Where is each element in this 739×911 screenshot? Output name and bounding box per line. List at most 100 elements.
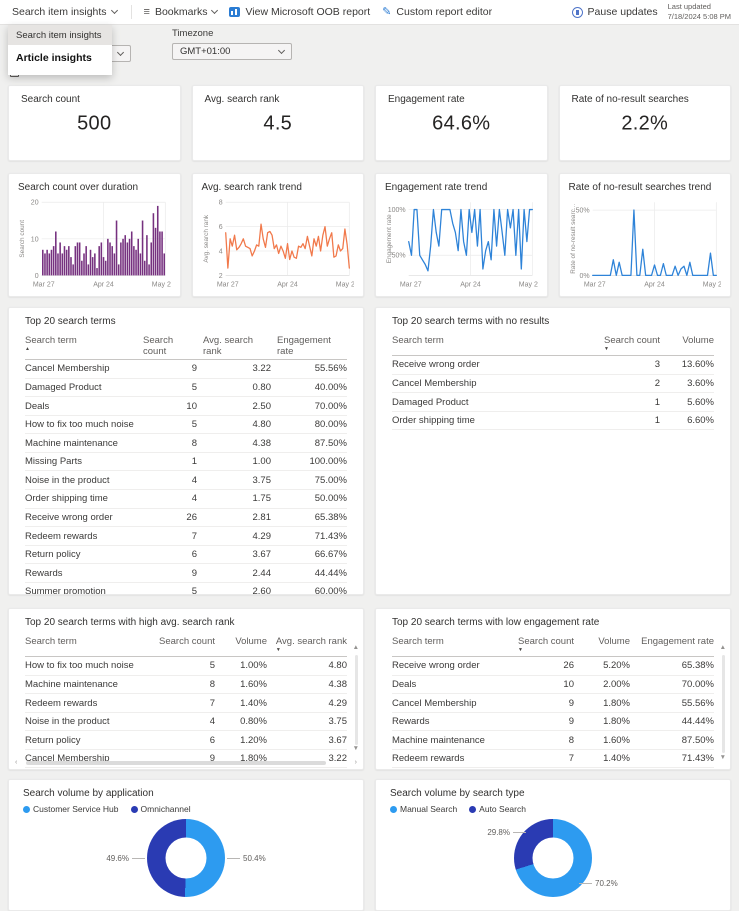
table-title: Top 20 search terms	[25, 316, 116, 327]
table-row[interactable]: How to fix too much noise 5 1.00% 4.80	[25, 656, 347, 676]
cell: 55.56%	[630, 693, 714, 713]
scroll-up-icon[interactable]: ▲	[352, 644, 359, 651]
scroll-up-icon[interactable]: ▲	[719, 644, 726, 651]
chart-legend: Customer Service Hub Omnichannel	[23, 804, 349, 814]
column-header[interactable]: Search count ▼	[584, 332, 660, 356]
column-header[interactable]: Search count	[151, 633, 215, 657]
table-row[interactable]: Return policy 6 1.20% 3.67	[25, 730, 347, 750]
scrollbar-thumb[interactable]	[26, 760, 326, 765]
cell: Receive wrong order	[25, 508, 137, 528]
table-row[interactable]: How to fix too much noise 5 4.80 80.00%	[25, 415, 347, 435]
cell: 1.20%	[215, 730, 267, 750]
sort-asc-icon: ▲	[25, 346, 30, 352]
table-row[interactable]: Noise in the product 4 0.80% 3.75	[25, 712, 347, 732]
scroll-right-icon[interactable]: ›	[354, 759, 357, 766]
legend-dot	[469, 805, 477, 813]
column-header[interactable]: Engagement rate	[271, 332, 347, 360]
table-row[interactable]: Cancel Membership 2 3.60%	[392, 374, 714, 394]
cell: 55.56%	[271, 359, 347, 379]
column-header[interactable]: Search count ▼	[506, 633, 574, 657]
report-selector[interactable]: Search item insights	[12, 6, 118, 18]
menu-item-search-item-insights[interactable]: Search item insights	[8, 25, 112, 45]
column-header[interactable]: Search term	[392, 633, 506, 657]
scroll-down-icon[interactable]: ▼	[719, 753, 726, 761]
horizontal-scrollbar[interactable]: ‹ ›	[15, 759, 357, 766]
kpi-title: Rate of no-result searches	[571, 94, 689, 105]
cell: 1.00	[197, 452, 271, 472]
cell: 26	[137, 508, 197, 528]
table-row[interactable]: Order shipping time 4 1.75 50.00%	[25, 489, 347, 509]
table-row[interactable]: Order shipping time 1 6.60%	[392, 411, 714, 431]
column-header[interactable]: Volume	[574, 633, 630, 657]
pause-updates-button[interactable]: Pause updates	[571, 6, 658, 18]
view-oob-report-button[interactable]: View Microsoft OOB report	[229, 6, 370, 18]
cell: Machine maintenance	[25, 675, 151, 695]
column-header[interactable]: Search count	[137, 332, 197, 360]
column-header[interactable]: Engagement rate	[630, 633, 714, 657]
table-row[interactable]: Rewards 9 1.80% 44.44%	[392, 712, 714, 732]
column-header[interactable]: Volume	[660, 332, 714, 356]
cell: Noise in the product	[25, 712, 151, 732]
svg-text:0%: 0%	[579, 273, 589, 280]
cell: Cancel Membership	[25, 359, 137, 379]
custom-report-editor-button[interactable]: ✎ Custom report editor	[382, 6, 492, 18]
table-row[interactable]: Receive wrong order 26 5.20% 65.38%	[392, 656, 714, 676]
toolbar-divider	[130, 5, 132, 19]
table-row-1: Top 20 search terms Search term ▲ Search c…	[8, 307, 731, 595]
table-row[interactable]: Machine maintenance 8 4.38 87.50%	[25, 433, 347, 453]
table-row[interactable]: Rewards 9 2.44 44.44%	[25, 563, 347, 583]
table-row[interactable]: Redeem rewards 7 1.40% 4.29	[25, 693, 347, 713]
column-header[interactable]: Avg. search rank	[197, 332, 271, 360]
column-header[interactable]: Search term	[392, 332, 584, 356]
table-row[interactable]: Damaged Product 1 5.60%	[392, 392, 714, 412]
timezone-select[interactable]: GMT+01:00	[172, 43, 292, 60]
cell: 7	[506, 749, 574, 769]
table-row[interactable]: Noise in the product 4 3.75 75.00%	[25, 470, 347, 491]
cell: 80.00%	[271, 415, 347, 435]
kpi-value: 2.2%	[621, 112, 669, 135]
table-row[interactable]: Damaged Product 5 0.80 40.00%	[25, 378, 347, 398]
cell: Deals	[25, 396, 137, 416]
report-selector-value: Search item insights	[12, 6, 107, 18]
report-selector-menu: Search item insights Article insights	[8, 25, 112, 75]
cell: 4.80	[267, 656, 347, 676]
column-header[interactable]: Search term ▲	[25, 332, 137, 360]
vertical-scrollbar[interactable]	[355, 655, 358, 745]
table-row[interactable]: Missing Parts 1 1.00 100.00%	[25, 452, 347, 472]
legend-item[interactable]: Customer Service Hub	[23, 804, 119, 814]
cell: Machine maintenance	[392, 730, 506, 750]
timezone-filter: Timezone GMT+01:00	[172, 28, 292, 60]
table-row[interactable]: Machine maintenance 8 1.60% 87.50%	[392, 730, 714, 750]
table-row[interactable]: Summer promotion 5 2.60 60.00%	[25, 582, 347, 594]
table-row[interactable]: Receive wrong order 26 2.81 65.38%	[25, 508, 347, 528]
table-row[interactable]: Redeem rewards 7 1.40% 71.43%	[392, 749, 714, 769]
cell: 75.00%	[271, 470, 347, 491]
vertical-scrollbar[interactable]	[722, 655, 725, 753]
cell: 100.00%	[271, 452, 347, 472]
legend-item[interactable]: Auto Search	[469, 804, 526, 814]
bookmarks-button[interactable]: ≡ Bookmarks	[144, 6, 219, 18]
search-count-chart-card: Search count over duration 0 10 20 Mar 27 Ap…	[8, 173, 181, 297]
cell: Redeem rewards	[392, 749, 506, 769]
chevron-down-icon	[110, 6, 118, 15]
table-row[interactable]: Deals 10 2.50 70.00%	[25, 396, 347, 416]
table-row[interactable]: Cancel Membership 9 3.22 55.56%	[25, 359, 347, 379]
avg-rank-chart-card: Avg. search rank trend 2 4 6 8 Mar 27 Apr 24 M…	[191, 173, 364, 297]
column-header[interactable]: Volume	[215, 633, 267, 657]
table-row[interactable]: Return policy 6 3.67 66.67%	[25, 545, 347, 565]
table-row[interactable]: Machine maintenance 8 1.60% 4.38	[25, 675, 347, 695]
table-row[interactable]: Deals 10 2.00% 70.00%	[392, 675, 714, 695]
cell: 5.20%	[574, 656, 630, 676]
table-row[interactable]: Receive wrong order 3 13.60%	[392, 355, 714, 375]
cell: 8	[137, 433, 197, 453]
legend-item[interactable]: Manual Search	[390, 804, 457, 814]
scroll-down-icon[interactable]: ▼	[352, 744, 359, 752]
column-header[interactable]: Search term	[25, 633, 151, 657]
menu-item-article-insights[interactable]: Article insights	[16, 52, 92, 64]
cell: 1	[584, 411, 660, 431]
scroll-left-icon[interactable]: ‹	[15, 759, 18, 766]
legend-item[interactable]: Omnichannel	[130, 804, 191, 814]
column-header[interactable]: Avg. search rank ▼	[267, 633, 347, 657]
table-row[interactable]: Cancel Membership 9 1.80% 55.56%	[392, 693, 714, 713]
table-row[interactable]: Redeem rewards 7 4.29 71.43%	[25, 526, 347, 546]
